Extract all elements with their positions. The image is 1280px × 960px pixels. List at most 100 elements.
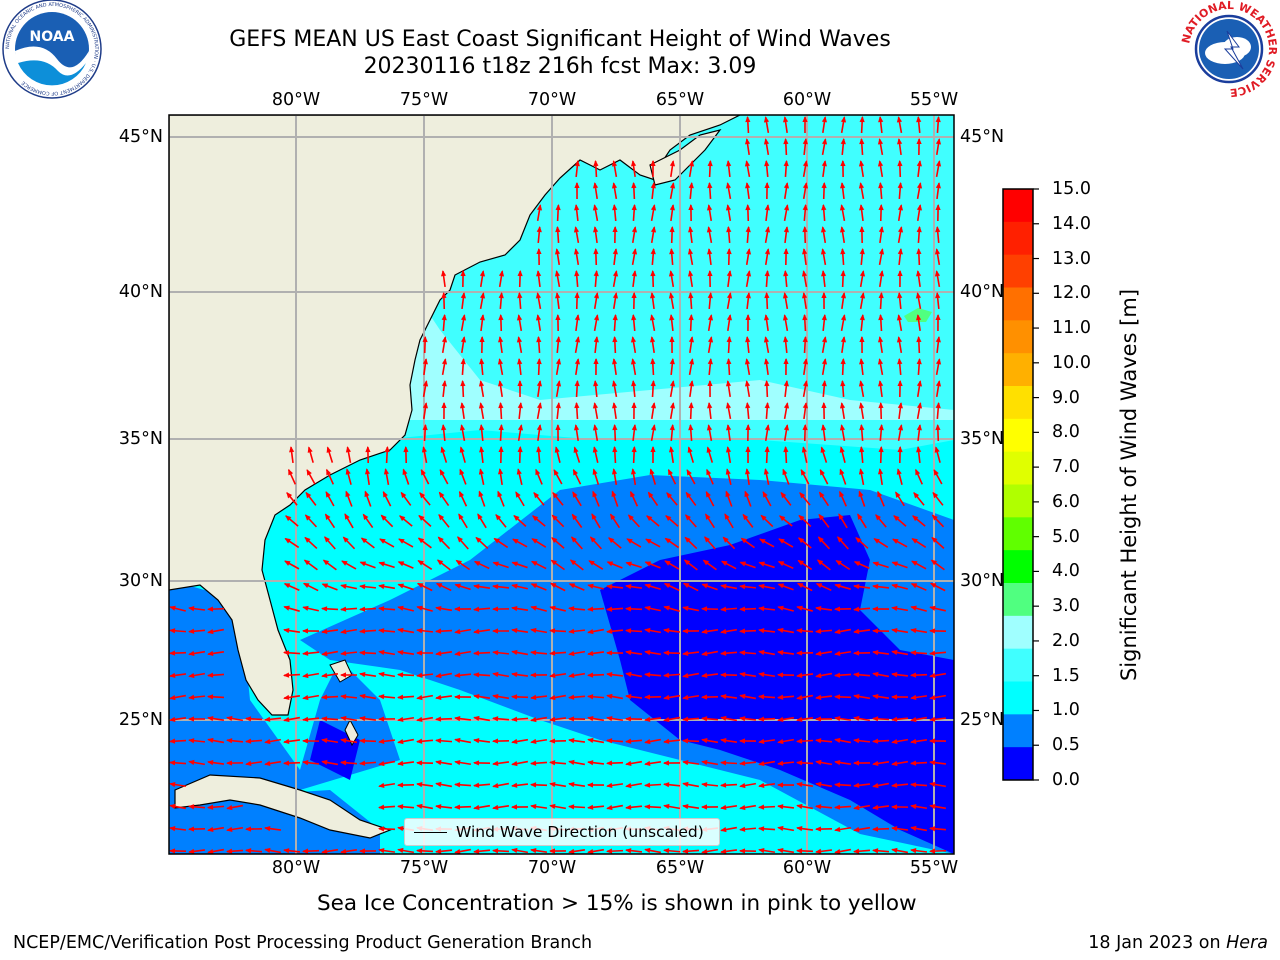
wave-arrow — [473, 760, 491, 766]
wave-arrow — [783, 336, 789, 354]
wave-arrow — [796, 672, 814, 678]
wave-arrow — [419, 492, 431, 506]
wave-arrow — [497, 468, 504, 486]
wave-arrow — [802, 358, 809, 376]
wave-arrow — [935, 226, 941, 244]
wave-arrow — [801, 292, 808, 310]
wave-arrow — [796, 582, 813, 592]
wave-arrow — [555, 314, 561, 332]
wind-wave-arrows — [169, 116, 947, 854]
wave-arrow — [555, 358, 562, 376]
wave-arrow — [625, 760, 643, 767]
wave-arrow — [935, 292, 941, 310]
wave-arrow — [777, 804, 795, 810]
wave-arrow — [783, 160, 789, 178]
wave-arrow — [897, 270, 903, 288]
wave-arrow — [498, 424, 504, 442]
wave-arrow — [459, 468, 467, 485]
wave-arrow — [587, 760, 605, 766]
wave-arrow — [929, 826, 947, 832]
wave-arrow — [530, 694, 548, 700]
wave-arrow — [340, 650, 358, 656]
wave-arrow — [726, 292, 733, 310]
wave-arrow — [916, 336, 922, 354]
wave-arrow — [720, 694, 738, 700]
wave-arrow — [207, 650, 225, 657]
wave-arrow — [777, 825, 795, 832]
wave-arrow — [897, 402, 903, 420]
wave-arrow — [416, 694, 434, 701]
wave-arrow — [536, 402, 543, 420]
colorbar-swatch-8 — [1003, 451, 1033, 485]
wave-arrow — [891, 804, 909, 810]
wave-arrow — [815, 650, 833, 657]
wave-arrow — [574, 160, 580, 178]
wave-arrow — [516, 468, 523, 485]
wave-arrow — [305, 491, 317, 506]
wave-arrow — [782, 292, 789, 310]
wave-arrow — [384, 446, 390, 464]
wave-arrow — [321, 583, 338, 591]
wave-arrow — [644, 738, 662, 745]
wave-arrow — [587, 715, 605, 722]
wave-arrow — [435, 759, 453, 766]
wave-arrow — [612, 292, 619, 310]
wave-arrow — [897, 292, 903, 310]
wave-arrow — [574, 358, 581, 376]
wave-arrow — [378, 561, 395, 569]
wave-arrow — [840, 380, 846, 398]
wave-arrow — [169, 694, 187, 701]
wave-arrow — [682, 716, 700, 722]
wave-arrow — [550, 559, 565, 571]
wave-arrow — [492, 606, 510, 612]
wave-arrow — [644, 716, 662, 722]
wave-arrow — [758, 826, 776, 832]
wave-arrow — [416, 803, 434, 810]
wave-arrow — [492, 671, 510, 678]
lat-label-left-40n: 40°N — [118, 282, 163, 302]
wave-arrow — [726, 314, 733, 332]
wave-arrow — [479, 336, 485, 354]
wave-arrow — [479, 270, 486, 288]
wave-arrow — [663, 848, 681, 854]
wave-arrow — [568, 694, 586, 700]
wave-arrow — [739, 738, 757, 744]
footer-date: 18 Jan 2023 on Hera — [1088, 933, 1268, 953]
wave-arrow — [911, 537, 927, 549]
wave-arrow — [593, 248, 599, 266]
colorbar-swatch-6 — [1003, 386, 1033, 420]
wave-arrow — [326, 446, 334, 463]
wave-arrow — [302, 582, 319, 592]
wave-arrow — [853, 606, 871, 612]
wave-arrow — [720, 583, 738, 590]
wave-arrow — [511, 694, 529, 700]
colorbar-label: Significant Height of Wind Waves [m] — [1117, 288, 1141, 682]
wave-arrow — [492, 782, 510, 789]
wave-arrow — [763, 116, 770, 134]
wave-arrow — [744, 468, 751, 486]
wave-arrow — [878, 204, 884, 222]
wave-arrow — [593, 380, 599, 398]
lon-label-bottom-75w: 75°W — [399, 858, 449, 878]
wave-arrow — [359, 650, 377, 656]
wave-arrow — [416, 782, 434, 788]
lon-label-top-70w: 70°W — [527, 90, 577, 110]
wave-arrow — [497, 380, 504, 398]
wave-arrow — [707, 160, 713, 178]
wave-arrow — [910, 848, 928, 854]
wave-arrow — [802, 248, 808, 266]
wave-arrow — [549, 738, 567, 744]
wave-arrow — [878, 292, 884, 310]
wave-arrow — [379, 538, 395, 548]
legend-line-swatch — [414, 832, 447, 833]
wave-arrow — [533, 491, 545, 506]
wave-arrow — [839, 446, 846, 463]
colorbar-tick-label: 1.0 — [1052, 700, 1080, 721]
wave-arrow — [763, 336, 770, 354]
wave-arrow — [631, 270, 637, 288]
wave-arrow — [517, 358, 523, 376]
wave-arrow — [627, 514, 641, 528]
wave-arrow — [530, 716, 548, 723]
wave-arrow — [686, 469, 696, 485]
wave-arrow — [797, 537, 812, 549]
